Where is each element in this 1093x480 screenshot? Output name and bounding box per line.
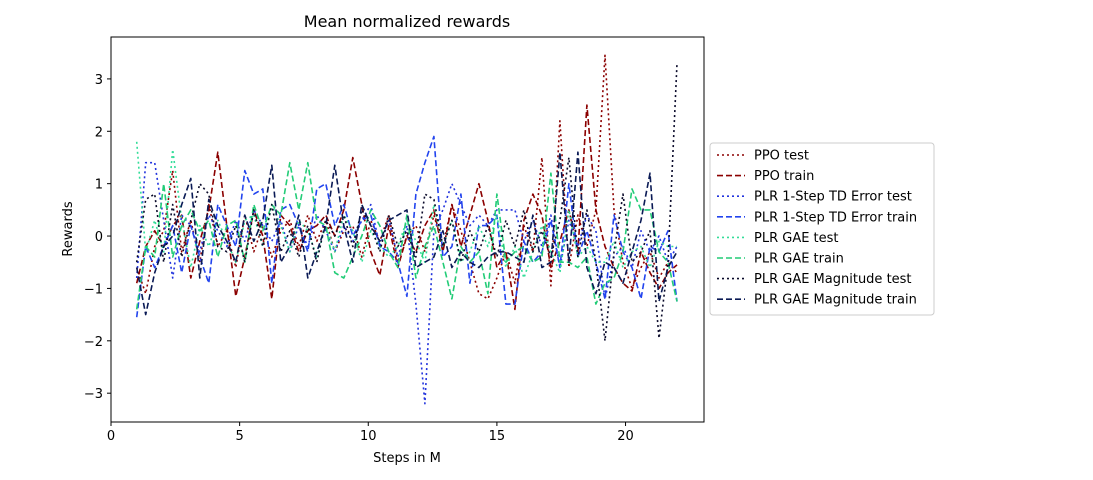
legend-label: PLR GAE Magnitude test: [754, 272, 912, 287]
legend-label: PLR GAE train: [754, 252, 844, 267]
y-tick-label: −1: [84, 282, 103, 297]
series-line-7: [135, 63, 678, 342]
x-axis: 0 5 10 15 20: [107, 422, 634, 444]
y-axis: −3 −2 −1 0 1 2 3: [84, 73, 111, 402]
legend-label: PPO train: [754, 169, 814, 184]
y-tick-label: 2: [95, 125, 103, 140]
legend-label: PLR 1-Step TD Error test: [754, 190, 912, 205]
x-tick-label: 20: [617, 429, 634, 444]
legend-label: PLR 1-Step TD Error train: [754, 210, 917, 225]
x-tick-label: 15: [489, 429, 506, 444]
y-tick-label: 3: [95, 73, 103, 88]
y-tick-label: 0: [95, 230, 103, 245]
y-axis-label: Rewards: [61, 201, 76, 256]
series-line-3: [135, 161, 678, 405]
axes-frame: [110, 36, 705, 423]
chart-title: Mean normalized rewards: [304, 12, 510, 31]
x-tick-label: 5: [235, 429, 243, 444]
series-line-6: [135, 161, 678, 310]
legend-label: PLR GAE test: [754, 231, 839, 246]
y-tick-label: 1: [95, 178, 103, 193]
legend-label: PPO test: [754, 149, 809, 164]
y-tick-label: −3: [84, 387, 103, 402]
legend-box: [709, 142, 935, 316]
x-tick-label: 10: [360, 429, 377, 444]
x-axis-label: Steps in M: [373, 451, 441, 466]
legend: PPO test PPO train PLR 1-Step TD Error tes…: [709, 142, 935, 316]
y-tick-label: −2: [84, 335, 103, 350]
x-tick-label: 0: [107, 429, 115, 444]
series-line-8: [135, 151, 678, 316]
plot-area: [135, 54, 678, 405]
series-line-2: [135, 104, 678, 311]
legend-label: PLR GAE Magnitude train: [754, 293, 917, 308]
